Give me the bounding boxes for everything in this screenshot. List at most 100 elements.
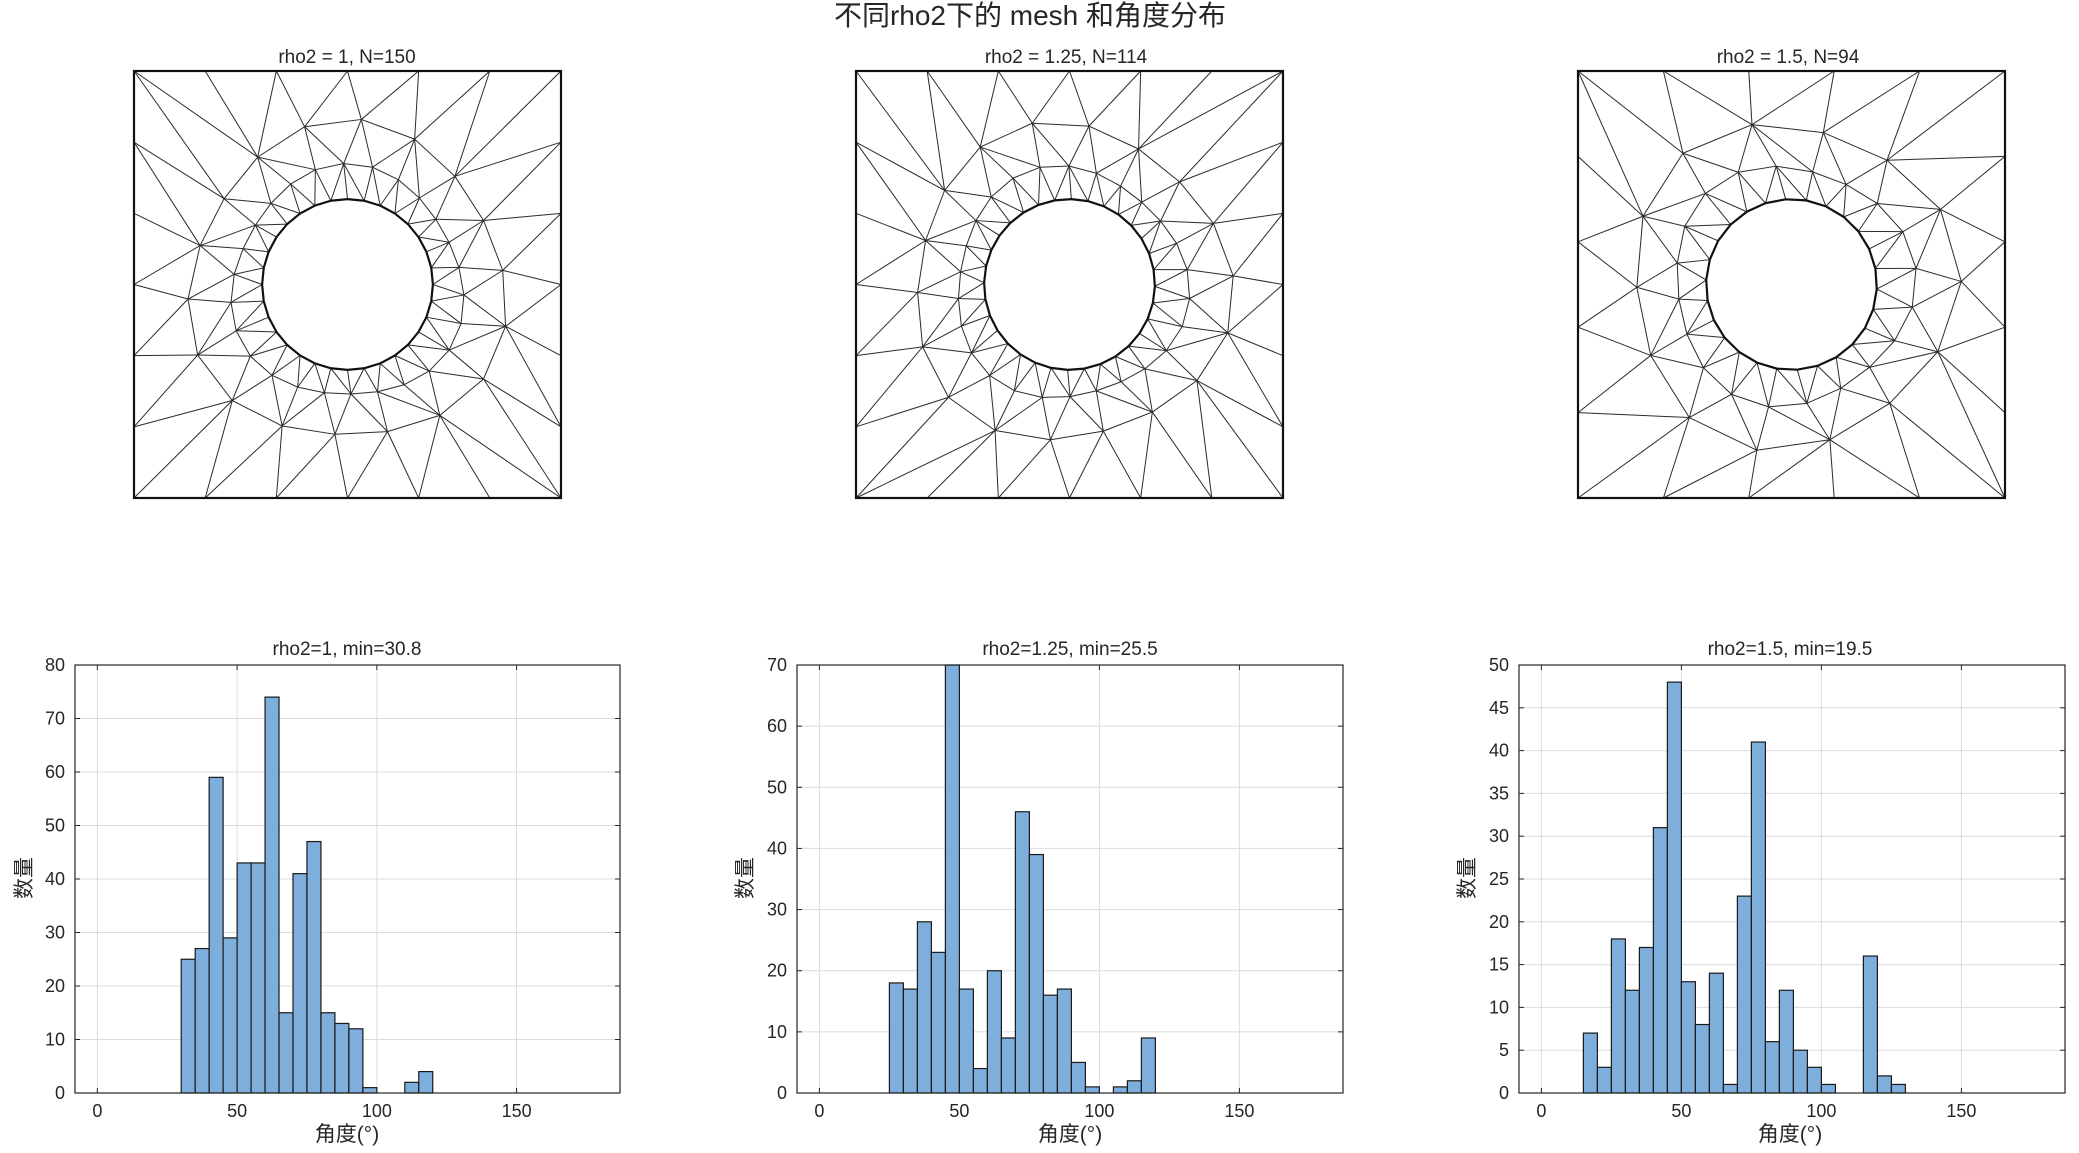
mesh-edge (275, 70, 306, 127)
mesh-edge (271, 355, 301, 376)
mesh-edge (958, 282, 985, 299)
mesh-edge (235, 330, 251, 357)
mesh-edge (350, 391, 378, 395)
mesh-edge (1160, 220, 1177, 244)
mesh-edge (925, 240, 967, 247)
mesh-edge (1054, 165, 1070, 201)
mesh-edge (1186, 269, 1191, 299)
histogram-bar (348, 1028, 364, 1094)
mesh-edge (1032, 122, 1089, 127)
histogram-bar (1806, 1066, 1823, 1094)
mesh-edge (350, 393, 388, 432)
mesh-edge (505, 284, 562, 327)
mesh-edge (254, 224, 270, 253)
mesh-edge (1678, 298, 1688, 335)
mesh-edge (230, 302, 237, 331)
mesh-edge (1703, 367, 1732, 395)
mesh-edge (1148, 220, 1162, 254)
mesh-edge (958, 298, 986, 300)
mesh-edge (1031, 70, 1070, 124)
mesh-edge (1213, 212, 1284, 224)
histogram-bar (1862, 955, 1879, 1094)
mesh-edge (1050, 430, 1104, 441)
mesh-edge (255, 223, 288, 226)
mesh-edge (926, 70, 946, 191)
histogram-bar (1084, 1086, 1101, 1094)
mesh-edge (979, 146, 992, 198)
mesh-edge (1068, 165, 1097, 174)
mesh-edge (1179, 181, 1214, 224)
mesh-edge (1068, 165, 1089, 202)
mesh-edge (1822, 70, 1835, 133)
mesh-edge (387, 431, 420, 499)
mesh-edge (979, 70, 999, 148)
mesh-edge (1835, 357, 1842, 389)
histogram-bar (334, 1022, 350, 1094)
mesh-edge (1031, 122, 1070, 167)
mesh-edge (1829, 439, 1835, 499)
histogram-bar (1722, 1083, 1739, 1094)
mesh-edge (1873, 306, 1913, 310)
mesh-edge (1775, 166, 1787, 200)
mesh-edge (960, 265, 987, 273)
mesh-edge (855, 141, 926, 241)
mesh-edge (980, 122, 1033, 148)
mesh-edge (855, 70, 946, 191)
y-tick-label: 70 (767, 655, 787, 675)
y-tick-label: 10 (767, 1022, 787, 1042)
mesh-edge (960, 271, 985, 284)
mesh-edge (1179, 141, 1284, 183)
mesh-edge (1120, 148, 1139, 187)
mesh-edge (133, 284, 189, 300)
histogram-bar (1070, 1061, 1087, 1094)
histogram-title: rho2=1, min=30.8 (273, 639, 422, 660)
x-axis-label: 角度(°) (1758, 1123, 1822, 1146)
mesh-edge (448, 220, 484, 243)
mesh-edge (1118, 201, 1142, 215)
mesh-edge (1096, 172, 1121, 187)
mesh-edge (199, 224, 256, 247)
mesh-edge (1144, 368, 1198, 382)
mesh-edge (1227, 275, 1234, 333)
mesh-edge (1642, 152, 1684, 217)
mesh-edge (379, 179, 399, 206)
mesh-edge (1636, 262, 1678, 288)
mesh-edge (1166, 332, 1228, 352)
mesh-edge (133, 141, 201, 246)
mesh-edge (232, 374, 273, 401)
mesh-edge (1577, 417, 1690, 499)
mesh-edge (1154, 269, 1188, 287)
mesh-edge (1829, 439, 1920, 499)
histogram-bar (1680, 981, 1697, 1094)
mesh-edge (407, 344, 430, 372)
mesh-edge (1041, 367, 1052, 398)
mesh-edge (1823, 70, 1920, 133)
histogram-bar (320, 1012, 336, 1094)
mesh-edge (419, 197, 437, 220)
axes-box (796, 664, 1344, 1094)
mesh-edge (989, 375, 996, 431)
mesh-edge (1636, 216, 1644, 288)
y-tick-label: 10 (1489, 997, 1509, 1017)
x-tick-label: 0 (1536, 1101, 1546, 1121)
y-tick-label: 60 (767, 716, 787, 736)
mesh-edge (922, 298, 959, 348)
mesh-edge (980, 146, 1041, 168)
mesh-edge (855, 212, 926, 241)
mesh-edge (1829, 402, 1891, 441)
mesh-edge (460, 294, 465, 324)
mesh-edge (1937, 281, 1962, 352)
mesh-edge (1843, 184, 1847, 217)
mesh-edge (314, 169, 316, 206)
mesh-edge (944, 190, 977, 221)
mesh-edge (917, 271, 961, 293)
histogram-bar (1652, 827, 1669, 1094)
mesh-edge (1937, 351, 2006, 413)
histogram-bar (1112, 1086, 1129, 1094)
mesh-edge (1737, 172, 1748, 212)
mesh-edge (1840, 387, 1890, 404)
mesh-edge (1737, 171, 1766, 204)
mesh-edge (1151, 411, 1213, 499)
mesh-edge (1869, 366, 1891, 404)
mesh-edge (1176, 222, 1214, 244)
